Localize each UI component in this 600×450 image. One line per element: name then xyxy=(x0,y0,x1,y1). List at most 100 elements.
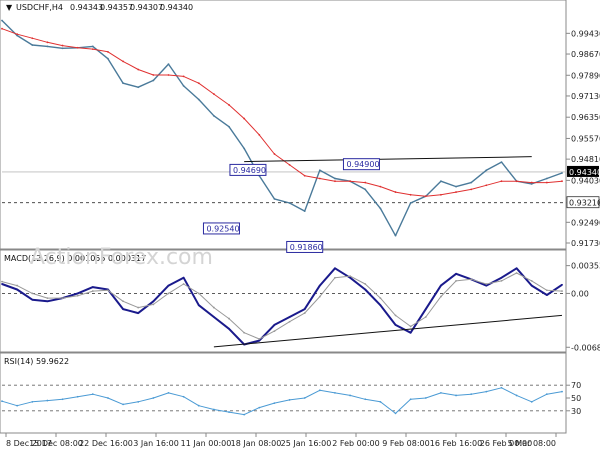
data-point-ma xyxy=(561,180,563,183)
data-point-rsi xyxy=(364,398,367,401)
data-point-price xyxy=(1,19,3,22)
x-tick-label: 9 Feb 08:00 xyxy=(382,439,429,448)
data-point-signal xyxy=(107,289,109,292)
data-point-price xyxy=(485,169,488,172)
data-point-price xyxy=(212,114,215,117)
ohlc-close: 0.94340 xyxy=(160,3,193,12)
data-point-signal xyxy=(379,297,382,300)
data-point-macd xyxy=(424,308,427,311)
data-point-signal xyxy=(561,290,563,292)
data-point-ma xyxy=(288,163,291,166)
data-point-signal xyxy=(137,306,140,309)
data-point-macd xyxy=(394,323,397,326)
data-point-macd xyxy=(31,298,34,301)
data-point-macd xyxy=(515,267,518,270)
data-point-macd xyxy=(318,284,321,287)
data-point-price xyxy=(334,177,336,180)
data-point-macd xyxy=(379,304,382,307)
price-annotation-label: 0.91860 xyxy=(290,243,323,252)
data-point-macd xyxy=(303,308,306,311)
data-point-rsi xyxy=(349,394,352,397)
data-point-macd xyxy=(545,294,548,296)
data-point-macd xyxy=(258,339,261,342)
series-line-rsi xyxy=(1,387,563,416)
y-tick-label: 30 xyxy=(571,407,581,416)
data-point-signal xyxy=(91,290,94,292)
macd-panel-title: MACD(12,26,9) 0.001055 0.000317 xyxy=(4,254,146,263)
data-point-signal xyxy=(76,294,79,297)
data-point-signal xyxy=(455,279,457,282)
data-point-macd xyxy=(455,272,457,275)
data-point-macd xyxy=(197,304,200,307)
data-point-price xyxy=(394,234,397,237)
series-line-ma xyxy=(1,28,563,197)
data-point-rsi xyxy=(228,411,230,413)
trendline xyxy=(244,156,532,163)
data-point-price xyxy=(455,185,457,188)
data-point-ma xyxy=(440,193,442,196)
data-point-signal xyxy=(440,295,442,298)
data-point-ma xyxy=(318,177,321,180)
data-point-rsi xyxy=(394,412,397,415)
data-point-price xyxy=(137,86,140,89)
price-panel-frame xyxy=(0,0,567,250)
price-annotation-box xyxy=(229,163,267,176)
data-point-macd xyxy=(167,284,170,287)
data-point-ma xyxy=(152,74,155,76)
data-point-price xyxy=(500,161,503,164)
data-point-ma xyxy=(409,193,412,196)
data-point-ma xyxy=(137,68,140,71)
data-point-rsi xyxy=(545,393,548,396)
current-price-tag xyxy=(567,165,599,177)
data-point-macd xyxy=(91,286,94,289)
data-point-macd xyxy=(16,288,19,291)
data-point-rsi xyxy=(197,404,200,407)
data-point-signal xyxy=(409,325,412,328)
data-point-rsi xyxy=(318,389,321,392)
x-tick-label: 18 Jan 08:00 xyxy=(231,439,282,448)
data-point-signal xyxy=(364,283,367,285)
ohlc-low: 0.94307 xyxy=(130,3,163,12)
data-point-rsi xyxy=(46,399,49,402)
support-label: 0.93210 xyxy=(569,199,600,208)
data-point-rsi xyxy=(152,397,155,399)
data-point-rsi xyxy=(485,390,488,393)
data-point-signal xyxy=(228,317,230,320)
series-line-macd xyxy=(1,267,563,346)
y-tick-label: -0.006853 xyxy=(571,343,600,352)
price-annotation-box xyxy=(202,222,240,235)
data-point-macd xyxy=(152,300,155,303)
data-point-price xyxy=(379,207,382,210)
series-line-price xyxy=(1,20,563,237)
data-point-macd xyxy=(349,276,352,279)
data-point-ma xyxy=(61,44,64,47)
data-point-macd xyxy=(122,308,124,311)
data-point-rsi xyxy=(91,393,94,396)
data-point-ma xyxy=(455,191,457,193)
price-header-arrow[interactable]: ▼ xyxy=(6,3,13,12)
data-point-price xyxy=(107,57,109,60)
data-point-rsi xyxy=(16,404,19,407)
y-tick-label: 70 xyxy=(571,381,581,390)
data-point-signal xyxy=(485,283,488,285)
data-point-macd xyxy=(364,288,367,291)
data-point-price xyxy=(364,188,367,191)
data-point-rsi xyxy=(273,402,276,405)
data-point-rsi xyxy=(122,403,124,406)
data-point-signal xyxy=(46,297,49,300)
data-point-ma xyxy=(197,82,200,85)
data-point-signal xyxy=(288,320,291,323)
price-annotation-label: 0.94690 xyxy=(233,166,266,175)
data-point-signal xyxy=(515,272,518,274)
data-point-macd xyxy=(530,284,533,287)
ohlc-high: 0.94357 xyxy=(100,3,133,12)
data-point-signal xyxy=(61,297,64,300)
ohlc-open: 0.94343 xyxy=(70,3,103,12)
data-point-ma xyxy=(379,185,382,188)
data-point-ma xyxy=(424,195,427,198)
